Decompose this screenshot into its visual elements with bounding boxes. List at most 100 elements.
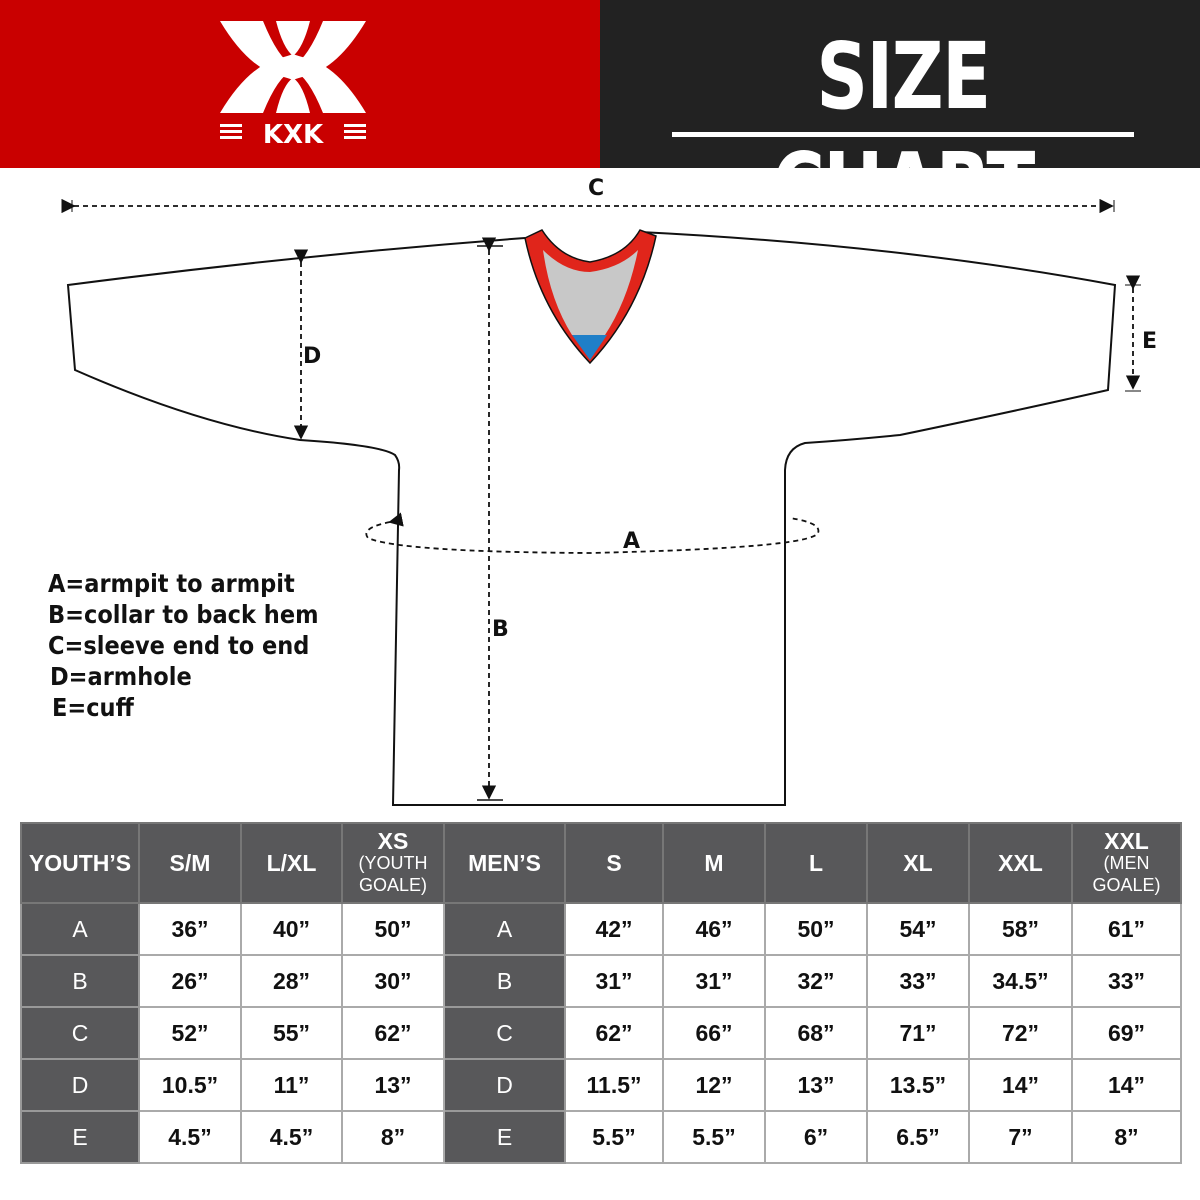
row-label: C: [443, 1006, 566, 1060]
column-header-label: XS: [377, 827, 409, 854]
table-cell: 71”: [866, 1006, 970, 1060]
table-cell: 55”: [240, 1006, 343, 1060]
table-row: D 10.5” 11” 13” D 11.5” 12” 13” 13.5” 14” 14”: [20, 1058, 1182, 1112]
legend-item: B=collar to back hem: [48, 600, 319, 629]
label-e: E: [1142, 329, 1158, 354]
dimension-a-ellipse: [365, 512, 820, 554]
table-cell: 58”: [968, 902, 1073, 956]
table-cell: 12”: [662, 1058, 766, 1112]
legend-item: A=armpit to armpit: [48, 569, 295, 598]
table-cell: 6”: [764, 1110, 868, 1164]
jersey-diagram: [61, 198, 1141, 806]
table-cell: 30”: [341, 954, 445, 1008]
table-cell: 13”: [764, 1058, 868, 1112]
column-header-label: YOUTH’S: [28, 849, 132, 876]
legend-item: D=armhole: [50, 662, 192, 691]
column-header: XXL: [968, 822, 1073, 904]
column-header-label: XXL: [1104, 827, 1149, 854]
collar-accent: [572, 335, 607, 360]
column-header-label: L/XL: [266, 849, 317, 876]
table-cell: 10.5”: [138, 1058, 242, 1112]
table-cell: 13”: [341, 1058, 445, 1112]
table-cell: 40”: [240, 902, 343, 956]
measurement-legend: A=armpit to armpit B=collar to back hem …: [48, 568, 349, 723]
table-cell: 31”: [564, 954, 664, 1008]
column-header: L/XL: [240, 822, 343, 904]
table-cell: 31”: [662, 954, 766, 1008]
row-label: E: [443, 1110, 566, 1164]
table-cell: 62”: [341, 1006, 445, 1060]
legend-item: E=cuff: [52, 693, 134, 722]
table-cell: 50”: [341, 902, 445, 956]
table-cell: 28”: [240, 954, 343, 1008]
logo-text: KXK: [263, 120, 324, 148]
table-cell: 5.5”: [662, 1110, 766, 1164]
table-cell: 34.5”: [968, 954, 1073, 1008]
column-header: XS (YOUTH GOALE): [341, 822, 445, 904]
label-a: A: [623, 529, 641, 554]
column-header-label: XL: [903, 849, 933, 876]
table-cell: 69”: [1071, 1006, 1182, 1060]
row-label: D: [443, 1058, 566, 1112]
row-label: B: [20, 954, 140, 1008]
table-cell: 6.5”: [866, 1110, 970, 1164]
table-cell: 8”: [1071, 1110, 1182, 1164]
column-header: YOUTH’S: [20, 822, 140, 904]
row-label: A: [443, 902, 566, 956]
table-cell: 68”: [764, 1006, 868, 1060]
column-header: XL: [866, 822, 970, 904]
column-header: S/M: [138, 822, 242, 904]
table-cell: 61”: [1071, 902, 1182, 956]
table-cell: 72”: [968, 1006, 1073, 1060]
table-header-row: YOUTH’S S/M L/XL XS (YOUTH GOALE) MEN’S S M L XL X…: [20, 822, 1182, 904]
row-label: C: [20, 1006, 140, 1060]
column-header-label: S/M: [169, 849, 211, 876]
column-header-sublabel: (MEN GOALE): [1092, 852, 1161, 895]
table-row: C 52” 55” 62” C 62” 66” 68” 71” 72” 69”: [20, 1006, 1182, 1060]
table-cell: 46”: [662, 902, 766, 956]
table-cell: 13.5”: [866, 1058, 970, 1112]
kxk-logo: KXK: [220, 21, 366, 148]
header-title-panel: [600, 0, 1200, 168]
label-b: B: [492, 617, 509, 642]
jersey-outline: [66, 231, 1117, 806]
table-cell: 32”: [764, 954, 868, 1008]
column-header: M: [662, 822, 766, 904]
table-cell: 5.5”: [564, 1110, 664, 1164]
row-label: B: [443, 954, 566, 1008]
column-header-sublabel: (YOUTH GOALE): [358, 852, 428, 895]
table-cell: 14”: [1071, 1058, 1182, 1112]
table-cell: 66”: [662, 1006, 766, 1060]
table-cell: 4.5”: [240, 1110, 343, 1164]
column-header: S: [564, 822, 664, 904]
row-label: A: [20, 902, 140, 956]
row-label: D: [20, 1058, 140, 1112]
table-cell: 62”: [564, 1006, 664, 1060]
table-row: B 26” 28” 30” B 31” 31” 32” 33” 34.5” 33”: [20, 954, 1182, 1008]
legend-item: C=sleeve end to end: [48, 631, 310, 660]
column-header-label: M: [704, 849, 724, 876]
table-cell: 36”: [138, 902, 242, 956]
collar-inner: [543, 250, 638, 335]
label-d: D: [303, 344, 322, 369]
table-cell: 33”: [1071, 954, 1182, 1008]
table-cell: 52”: [138, 1006, 242, 1060]
column-header: MEN’S: [443, 822, 566, 904]
table-cell: 7”: [968, 1110, 1073, 1164]
column-header: L: [764, 822, 868, 904]
table-cell: 33”: [866, 954, 970, 1008]
column-header-label: S: [606, 849, 622, 876]
table-cell: 42”: [564, 902, 664, 956]
table-cell: 50”: [764, 902, 868, 956]
table-cell: 11”: [240, 1058, 343, 1112]
table-cell: 14”: [968, 1058, 1073, 1112]
column-header: XXL (MEN GOALE): [1071, 822, 1182, 904]
table-row: A 36” 40” 50” A 42” 46” 50” 54” 58” 61”: [20, 902, 1182, 956]
table-row: E 4.5” 4.5” 8” E 5.5” 5.5” 6” 6.5” 7” 8”: [20, 1110, 1182, 1164]
title-underline: [672, 132, 1134, 137]
size-table: YOUTH’S S/M L/XL XS (YOUTH GOALE) MEN’S S M L XL X…: [20, 822, 1182, 1164]
row-label: E: [20, 1110, 140, 1164]
column-header-label: L: [808, 849, 824, 876]
label-c: C: [588, 176, 605, 201]
column-header-label: MEN’S: [468, 849, 541, 876]
